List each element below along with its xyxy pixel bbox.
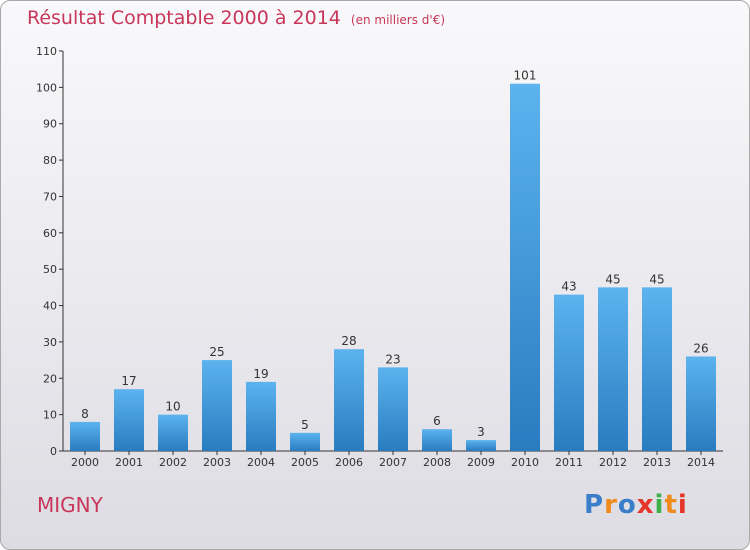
chart-title: Résultat Comptable 2000 à 2014 (en millie…	[27, 7, 445, 29]
logo-letter: i	[677, 490, 688, 520]
logo-letter: i	[654, 490, 665, 520]
logo-letter: x	[636, 490, 655, 520]
town-name: MIGNY	[37, 493, 103, 517]
bar-value-label: 6	[433, 414, 441, 428]
bar-value-label: 17	[121, 374, 136, 388]
x-tick-label: 2013	[643, 456, 671, 469]
logo-letter: t	[664, 490, 678, 520]
bar	[598, 287, 628, 451]
bar	[202, 360, 232, 451]
y-tick-label: 70	[43, 190, 57, 203]
x-tick-label: 2008	[423, 456, 451, 469]
x-tick-label: 2010	[511, 456, 539, 469]
bar-value-label: 26	[693, 341, 708, 355]
x-tick-label: 2012	[599, 456, 627, 469]
bar-value-label: 25	[209, 345, 224, 359]
logo-letter: r	[604, 490, 618, 520]
bar-value-label: 8	[81, 407, 89, 421]
chart-bars	[70, 83, 716, 452]
logo-letter: P	[584, 490, 605, 520]
bar-value-label: 45	[605, 272, 620, 286]
chart-value-labels: 8 17 10 25 19 5 28 23 6 3 101 43 45 45 26	[81, 69, 708, 439]
bar	[334, 349, 364, 451]
x-tick-label: 2004	[247, 456, 275, 469]
bar	[378, 367, 408, 451]
y-tick-label: 30	[43, 336, 57, 349]
y-tick-label: 60	[43, 227, 57, 240]
x-tick-label: 2014	[687, 456, 715, 469]
y-tick-label: 0	[50, 445, 57, 458]
bar-value-label: 19	[253, 367, 268, 381]
y-tick-label: 100	[36, 81, 57, 94]
y-tick-label: 40	[43, 300, 57, 313]
bar-value-label: 3	[477, 425, 485, 439]
bar	[466, 440, 496, 451]
x-tick-label: 2011	[555, 456, 583, 469]
x-tick-label: 2002	[159, 456, 187, 469]
x-tick-label: 2000	[71, 456, 99, 469]
x-tick-label: 2006	[335, 456, 363, 469]
bar-value-label: 43	[561, 280, 576, 294]
x-tick-label: 2003	[203, 456, 231, 469]
bar	[158, 414, 188, 451]
proxiti-logo: Proxiti	[584, 490, 688, 520]
y-tick-label: 80	[43, 154, 57, 167]
bar-value-label: 101	[514, 69, 537, 83]
y-tick-label: 110	[36, 45, 57, 58]
bar-value-label: 28	[341, 334, 356, 348]
bar	[554, 294, 584, 451]
bar	[686, 356, 716, 451]
y-tick-label: 50	[43, 263, 57, 276]
logo-letter: o	[617, 490, 637, 520]
bar	[290, 432, 320, 451]
bar	[422, 429, 452, 451]
bar-value-label: 10	[165, 400, 180, 414]
y-tick-label: 20	[43, 372, 57, 385]
bar	[510, 83, 540, 452]
x-tick-label: 2007	[379, 456, 407, 469]
title-unit: (en milliers d'€)	[350, 13, 446, 27]
bar-value-label: 23	[385, 352, 400, 366]
y-tick-label: 90	[43, 118, 57, 131]
bar	[70, 421, 100, 451]
bar-value-label: 5	[301, 418, 309, 432]
y-tick-label: 10	[43, 409, 57, 422]
bar	[246, 381, 276, 451]
title-text: Résultat Comptable 2000 à 2014	[27, 7, 341, 29]
x-tick-label: 2009	[467, 456, 495, 469]
bar	[642, 287, 672, 451]
bar-value-label: 45	[649, 272, 664, 286]
bar	[114, 389, 144, 451]
x-tick-label: 2001	[115, 456, 143, 469]
x-tick-label: 2005	[291, 456, 319, 469]
